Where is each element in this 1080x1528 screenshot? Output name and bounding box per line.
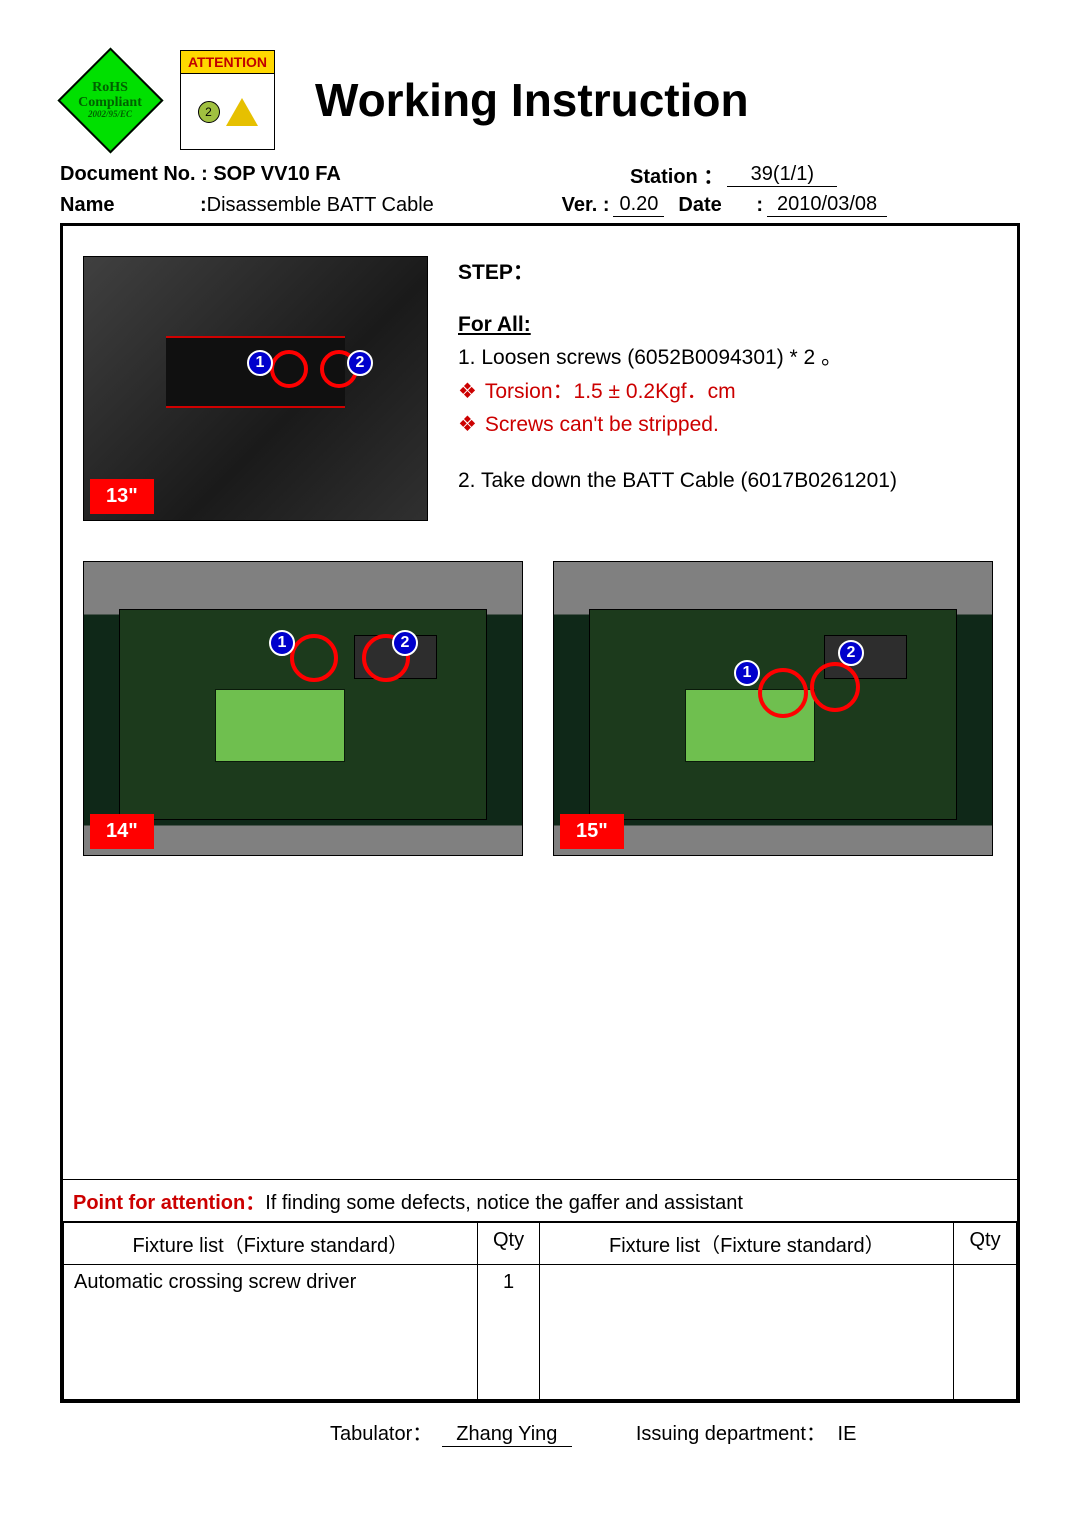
name-colon: : <box>200 194 207 217</box>
marker-badge-1: 1 <box>734 660 760 686</box>
fixture-qty: 1 <box>477 1265 540 1400</box>
torsion-note: ❖Torsion：1.5 ± 0.2Kgf．cm <box>458 375 997 409</box>
rohs-line3: 2002/95/EC <box>78 110 142 120</box>
table-row: Fixture list（Fixture standard） Qty Fixtu… <box>64 1223 1017 1265</box>
rohs-compliant-badge: RoHS Compliant 2002/95/EC <box>60 50 160 150</box>
number-icon: 2 <box>198 101 220 123</box>
screw-marker-circle <box>810 662 860 712</box>
rohs-line2: Compliant <box>78 95 142 110</box>
marker-badge-2: 2 <box>392 630 418 656</box>
pfa-text: If finding some defects, notice the gaff… <box>265 1192 743 1214</box>
dept-label: Issuing department： <box>636 1423 826 1445</box>
diamond-bullet-icon: ❖ <box>458 380 477 403</box>
size-tag-13: 13" <box>90 479 154 514</box>
diamond-bullet-icon: ❖ <box>458 413 477 436</box>
footer-row: Tabulator： Zhang Ying Issuing department… <box>60 1417 1020 1447</box>
issuing-dept: Issuing department： IE <box>636 1417 857 1447</box>
attention-bar: Point for attention：If finding some defe… <box>63 1179 1017 1222</box>
bottom-area: Point for attention：If finding some defe… <box>63 1179 1017 1400</box>
meta-row-1: Document No. : SOP VV10 FA Station ： 39(… <box>60 160 1020 189</box>
marker-badge-2: 2 <box>838 640 864 666</box>
screw-marker-circle <box>758 668 808 718</box>
size-tag-14: 14" <box>90 814 154 849</box>
step-line-1: 1. Loosen screws (6052B0094301) * 2 。 <box>458 341 997 375</box>
marker-badge-2: 2 <box>347 350 373 376</box>
name-value: Disassemble BATT Cable <box>207 194 562 217</box>
stripped-note: ❖Screws can't be stripped. <box>458 408 997 442</box>
size-tag-15: 15" <box>560 814 624 849</box>
tabulator-label: Tabulator： <box>330 1423 432 1445</box>
date-label: Date <box>678 194 756 217</box>
station-label: Station ： <box>630 160 723 189</box>
warning-triangle-icon <box>226 98 258 126</box>
fixture-item <box>540 1265 954 1400</box>
step-heading: STEP： <box>458 256 997 290</box>
photo-14-inch: 1 2 14" <box>83 561 523 856</box>
screw-marker-circle <box>270 350 308 388</box>
date-colon: : <box>756 194 763 217</box>
for-all-heading: For All: <box>458 308 997 342</box>
date-value: 2010/03/08 <box>767 193 887 217</box>
mid-section: 1 2 14" 1 2 15" <box>83 561 997 856</box>
table-row: Automatic crossing screw driver 1 <box>64 1265 1017 1400</box>
rohs-text: RoHS Compliant 2002/95/EC <box>78 80 142 121</box>
qty-header-2: Qty <box>954 1223 1017 1265</box>
attention-label: ATTENTION <box>181 51 274 74</box>
tabulator-value: Zhang Ying <box>442 1423 572 1447</box>
content-frame: 1 2 13" STEP： For All: 1. Loosen screws … <box>60 223 1020 1403</box>
tabulator: Tabulator： Zhang Ying <box>330 1417 576 1447</box>
fixture-qty <box>954 1265 1017 1400</box>
name-label: Name <box>60 194 200 217</box>
page: RoHS Compliant 2002/95/EC ATTENTION 2 Wo… <box>0 0 1080 1528</box>
attention-badge: ATTENTION 2 <box>180 50 275 150</box>
attention-icons: 2 <box>181 74 274 149</box>
rohs-line1: RoHS <box>78 80 142 95</box>
pfa-label: Point for attention： <box>73 1192 265 1214</box>
fixture-table: Fixture list（Fixture standard） Qty Fixtu… <box>63 1222 1017 1400</box>
marker-badge-1: 1 <box>269 630 295 656</box>
doc-no: Document No. : SOP VV10 FA <box>60 163 630 186</box>
screw-marker-circle <box>290 634 338 682</box>
photo-15-inch: 1 2 15" <box>553 561 993 856</box>
qty-header: Qty <box>477 1223 540 1265</box>
fixture-item: Automatic crossing screw driver <box>64 1265 478 1400</box>
header-row: RoHS Compliant 2002/95/EC ATTENTION 2 Wo… <box>60 50 1020 150</box>
page-title: Working Instruction <box>315 73 749 127</box>
ver-label: Ver. : <box>562 194 610 217</box>
steps-column: STEP： For All: 1. Loosen screws (6052B00… <box>458 256 997 521</box>
fixture-col-c-header: Fixture list（Fixture standard） <box>540 1223 954 1265</box>
fixture-col-a-header: Fixture list（Fixture standard） <box>64 1223 478 1265</box>
step-line-2: 2. Take down the BATT Cable (6017B026120… <box>458 464 997 498</box>
station-value: 39(1/1) <box>727 163 837 187</box>
marker-badge-1: 1 <box>247 350 273 376</box>
dept-value: IE <box>838 1423 857 1445</box>
top-section: 1 2 13" STEP： For All: 1. Loosen screws … <box>83 256 997 521</box>
photo-13-inch: 1 2 13" <box>83 256 428 521</box>
meta-row-2: Name : Disassemble BATT Cable Ver. : 0.2… <box>60 193 1020 217</box>
content-inner: 1 2 13" STEP： For All: 1. Loosen screws … <box>63 226 1017 1050</box>
ver-value: 0.20 <box>613 193 664 217</box>
